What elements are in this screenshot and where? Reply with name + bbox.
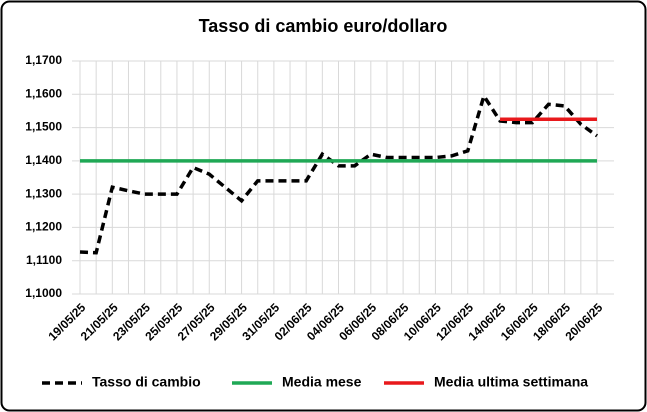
chart-title: Tasso di cambio euro/dollaro: [199, 16, 448, 36]
legend-label: Media mese: [282, 374, 362, 390]
y-tick-label: 1,1700: [25, 53, 62, 67]
y-tick-label: 1,1200: [25, 220, 62, 234]
y-tick-label: 1,1100: [26, 253, 62, 267]
y-tick-label: 1,1000: [25, 286, 62, 300]
y-tick-label: 1,1400: [25, 153, 62, 167]
series-line: [79, 91, 599, 255]
y-tick-label: 1,1300: [25, 186, 62, 200]
legend-label: Media ultima settimana: [434, 374, 588, 390]
y-tick-label: 1,1600: [25, 86, 62, 100]
legend-label: Tasso di cambio: [92, 374, 201, 390]
y-tick-label: 1,1500: [25, 120, 62, 134]
